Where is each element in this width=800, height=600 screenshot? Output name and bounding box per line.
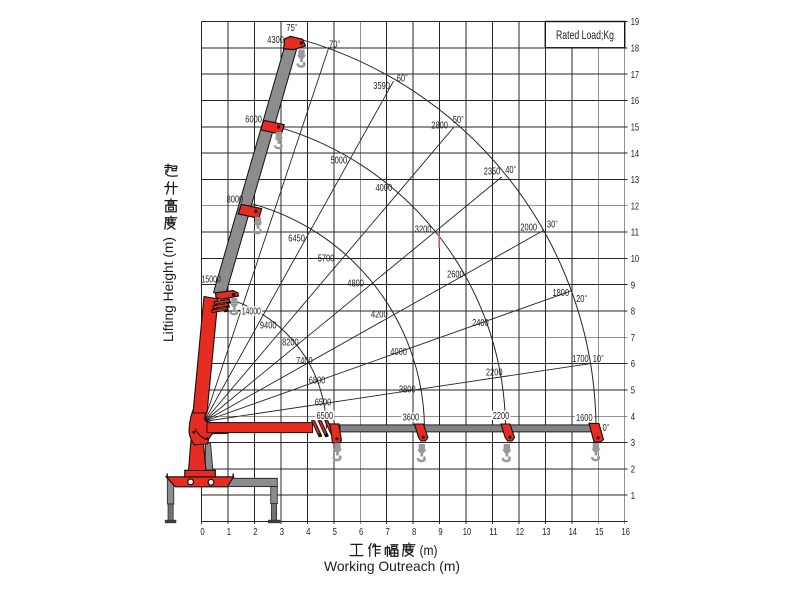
svg-text:(m): (m) <box>420 542 438 558</box>
svg-text:5700: 5700 <box>318 254 335 265</box>
svg-text:2: 2 <box>253 527 257 538</box>
svg-text:4300: 4300 <box>267 35 284 46</box>
svg-text:2350: 2350 <box>484 166 501 177</box>
svg-text:3600: 3600 <box>403 413 420 424</box>
svg-text:17: 17 <box>631 70 640 81</box>
svg-text:75°: 75° <box>286 23 297 34</box>
svg-text:Working Outreach (m): Working Outreach (m) <box>324 559 460 574</box>
svg-text:5: 5 <box>333 527 337 538</box>
svg-text:10: 10 <box>631 254 640 265</box>
svg-text:6500: 6500 <box>317 411 334 422</box>
svg-text:8000: 8000 <box>227 194 244 205</box>
svg-text:0°: 0° <box>602 423 609 434</box>
svg-text:16: 16 <box>622 527 631 538</box>
svg-text:1800: 1800 <box>553 288 570 299</box>
svg-text:9: 9 <box>631 280 635 291</box>
svg-text:12: 12 <box>631 201 640 212</box>
svg-text:3800: 3800 <box>399 384 416 395</box>
svg-text:4000: 4000 <box>376 183 393 194</box>
svg-text:8200: 8200 <box>282 337 299 348</box>
svg-text:5: 5 <box>631 386 635 397</box>
svg-text:6500: 6500 <box>315 398 332 409</box>
svg-text:14000: 14000 <box>242 307 261 318</box>
svg-text:2400: 2400 <box>472 318 489 329</box>
svg-text:40°: 40° <box>505 165 516 176</box>
svg-text:2200: 2200 <box>493 411 510 422</box>
svg-text:4: 4 <box>631 412 635 423</box>
svg-text:13: 13 <box>631 175 640 186</box>
svg-text:6000: 6000 <box>245 114 262 125</box>
svg-text:9: 9 <box>438 527 442 538</box>
svg-text:12: 12 <box>516 527 525 538</box>
svg-text:2800: 2800 <box>431 121 448 132</box>
svg-text:18: 18 <box>631 44 640 55</box>
svg-text:9400: 9400 <box>260 320 277 331</box>
svg-text:7: 7 <box>385 527 389 538</box>
svg-text:7400: 7400 <box>296 356 313 367</box>
svg-text:Rated Load;Kg: Rated Load;Kg <box>556 28 614 42</box>
svg-text:8: 8 <box>631 307 635 318</box>
svg-text:Lifting Height (m): Lifting Height (m) <box>161 237 176 342</box>
svg-text:7: 7 <box>631 333 635 344</box>
svg-text:4800: 4800 <box>347 279 364 290</box>
svg-text:3: 3 <box>280 527 284 538</box>
svg-text:15000: 15000 <box>202 275 221 286</box>
svg-text:2000: 2000 <box>520 222 537 233</box>
svg-text:1: 1 <box>631 491 635 502</box>
svg-text:4200: 4200 <box>371 310 388 321</box>
svg-text:3200: 3200 <box>415 224 432 235</box>
svg-text:4: 4 <box>306 527 310 538</box>
svg-text:6: 6 <box>631 359 635 370</box>
svg-text:3590: 3590 <box>373 81 390 92</box>
svg-text:1700: 1700 <box>572 354 589 365</box>
svg-text:2600: 2600 <box>447 269 464 280</box>
svg-text:20°: 20° <box>576 294 587 305</box>
svg-text:2: 2 <box>631 465 635 476</box>
svg-text:10°: 10° <box>593 354 604 365</box>
svg-text:15: 15 <box>631 122 640 133</box>
svg-text:1: 1 <box>227 527 231 538</box>
svg-text:50°: 50° <box>453 115 464 126</box>
svg-text:1600: 1600 <box>576 413 593 424</box>
svg-text:11: 11 <box>631 228 640 239</box>
svg-text:5000: 5000 <box>331 156 348 167</box>
svg-text:60°: 60° <box>397 74 408 85</box>
svg-text:14: 14 <box>569 527 578 538</box>
svg-text:6450: 6450 <box>288 234 305 245</box>
svg-text:13: 13 <box>542 527 551 538</box>
svg-text:10: 10 <box>463 527 472 538</box>
svg-text:16: 16 <box>631 96 640 107</box>
svg-text:0: 0 <box>200 527 204 538</box>
svg-text:11: 11 <box>489 527 498 538</box>
svg-text:3: 3 <box>631 438 635 449</box>
svg-text:14: 14 <box>631 149 640 160</box>
svg-text:6800: 6800 <box>309 376 326 387</box>
svg-text:70°: 70° <box>329 39 340 50</box>
svg-text:19: 19 <box>631 17 640 28</box>
svg-text:2200: 2200 <box>486 367 503 378</box>
svg-text:8: 8 <box>412 527 416 538</box>
svg-text:6: 6 <box>359 527 363 538</box>
svg-text:30°: 30° <box>547 219 558 230</box>
svg-text:15: 15 <box>595 527 604 538</box>
svg-text:4000: 4000 <box>390 347 407 358</box>
